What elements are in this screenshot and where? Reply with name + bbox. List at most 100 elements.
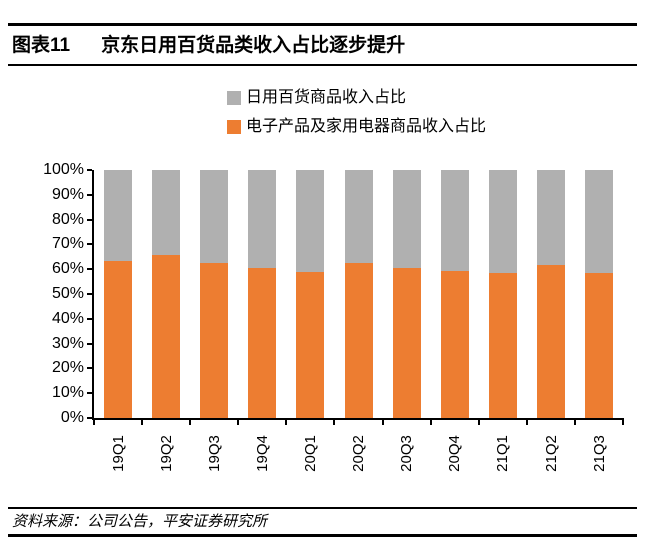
y-tick-mark	[87, 367, 92, 370]
x-tick-mark	[525, 420, 528, 425]
x-tick-label-20Q1: 20Q1	[286, 425, 334, 481]
y-tick-mark	[87, 293, 92, 295]
bar-slot-19Q4	[238, 170, 286, 418]
segment-electronics	[440, 270, 469, 418]
x-tick-label-text: 21Q1	[494, 434, 512, 472]
segment-daily-goods	[584, 170, 613, 273]
bar-slot-21Q3	[575, 170, 623, 418]
stacked-bar-20Q1	[296, 170, 325, 418]
segment-daily-goods	[296, 170, 325, 273]
segment-electronics	[152, 254, 181, 418]
bar-slot-19Q3	[190, 170, 238, 418]
legend-item-electronics: 电子产品及家用电器商品收入占比	[227, 112, 486, 141]
y-tick-label: 20%	[51, 359, 84, 377]
bar-slot-19Q2	[142, 170, 190, 418]
segment-daily-goods	[152, 170, 181, 255]
x-axis-line	[92, 418, 624, 420]
footer-bottom-rule	[8, 534, 637, 537]
stacked-bar-21Q1	[488, 170, 517, 418]
x-tick-mark	[93, 420, 95, 425]
x-tick-label-19Q1: 19Q1	[94, 425, 142, 481]
x-tick-label-21Q3: 21Q3	[575, 425, 623, 481]
segment-daily-goods	[248, 170, 277, 269]
x-tick-mark	[237, 420, 240, 425]
legend-label: 电子产品及家用电器商品收入占比	[246, 118, 487, 135]
y-tick-label: 80%	[51, 210, 84, 228]
bar-slot-20Q4	[431, 170, 479, 418]
x-tick-mark	[381, 420, 384, 425]
bar-slot-20Q1	[286, 170, 334, 418]
x-tick-mark	[477, 420, 480, 425]
segment-electronics	[248, 268, 277, 418]
figure-title: 京东日用百货品类收入占比逐步提升	[101, 35, 406, 56]
x-tick-mark	[622, 420, 624, 425]
x-tick-label-21Q1: 21Q1	[479, 425, 527, 481]
x-tick-label-text: 21Q3	[590, 434, 608, 472]
x-tick-label-19Q2: 19Q2	[142, 425, 190, 481]
plot-area	[94, 170, 623, 418]
x-tick-label-text: 20Q1	[301, 434, 319, 472]
x-tick-label-text: 19Q4	[253, 434, 271, 472]
bar-slot-20Q3	[383, 170, 431, 418]
segment-daily-goods	[536, 170, 565, 265]
stacked-bar-20Q2	[344, 170, 373, 418]
y-axis-line	[92, 170, 94, 420]
y-tick-mark	[87, 169, 92, 171]
segment-daily-goods	[440, 170, 469, 271]
bar-slot-21Q1	[479, 170, 527, 418]
y-tick-label: 60%	[51, 260, 84, 278]
bar-slot-20Q2	[334, 170, 382, 418]
y-tick-mark	[87, 342, 92, 345]
segment-daily-goods	[488, 170, 517, 274]
segment-electronics	[104, 260, 133, 418]
x-tick-label-19Q3: 19Q3	[190, 425, 238, 481]
stacked-bar-20Q3	[392, 170, 421, 418]
stacked-bar-21Q2	[536, 170, 565, 418]
x-tick-label-21Q2: 21Q2	[527, 425, 575, 481]
x-tick-mark	[285, 420, 288, 425]
orange-legend-swatch-icon	[227, 119, 241, 134]
x-tick-mark	[141, 420, 144, 425]
segment-electronics	[344, 263, 373, 418]
segment-electronics	[536, 264, 565, 418]
stacked-bar-19Q4	[248, 170, 277, 418]
x-tick-label-text: 19Q3	[205, 434, 223, 472]
y-tick-mark	[87, 417, 92, 419]
y-tick-mark	[87, 193, 92, 196]
y-tick-label: 40%	[51, 309, 84, 327]
x-tick-label-19Q4: 19Q4	[238, 425, 286, 481]
source-note: 资料来源：公司公告，平安证券研究所	[12, 513, 268, 530]
y-tick-label: 50%	[51, 285, 84, 302]
stacked-bar-19Q2	[152, 170, 181, 418]
x-tick-label-text: 20Q2	[350, 434, 368, 472]
chart-legend: 日用百货商品收入占比 电子产品及家用电器商品收入占比	[227, 83, 486, 141]
segment-electronics	[200, 262, 229, 418]
x-tick-label-text: 19Q2	[157, 434, 175, 472]
stacked-bar-20Q4	[440, 170, 469, 418]
y-tick-mark	[87, 243, 92, 246]
y-tick-label: 0%	[60, 409, 84, 426]
x-tick-label-text: 20Q4	[446, 434, 464, 472]
legend-item-daily-goods: 日用百货商品收入占比	[227, 83, 486, 112]
x-tick-label-text: 20Q3	[398, 434, 416, 472]
stacked-bar-21Q3	[584, 170, 613, 418]
segment-electronics	[392, 267, 421, 418]
x-tick-mark	[189, 420, 192, 425]
y-tick-label: 90%	[51, 185, 84, 203]
x-tick-label-20Q2: 20Q2	[334, 425, 382, 481]
y-tick-mark	[87, 218, 92, 221]
footer-top-rule	[8, 507, 637, 509]
x-tick-mark	[333, 420, 336, 425]
y-tick-mark	[87, 268, 92, 271]
segment-electronics	[488, 273, 517, 418]
y-tick-mark	[87, 317, 92, 320]
segment-daily-goods	[344, 170, 373, 263]
gray-legend-swatch-icon	[227, 90, 241, 105]
x-tick-label-text: 19Q1	[109, 434, 127, 472]
stacked-bar-19Q1	[104, 170, 133, 418]
y-tick-label: 100%	[43, 161, 84, 178]
x-tick-label-20Q4: 20Q4	[431, 425, 479, 481]
x-axis-labels: 19Q1 19Q2 19Q3 19Q4 20Q1 20Q2 20Q3 20Q4 21Q1 21Q2…	[94, 425, 623, 481]
